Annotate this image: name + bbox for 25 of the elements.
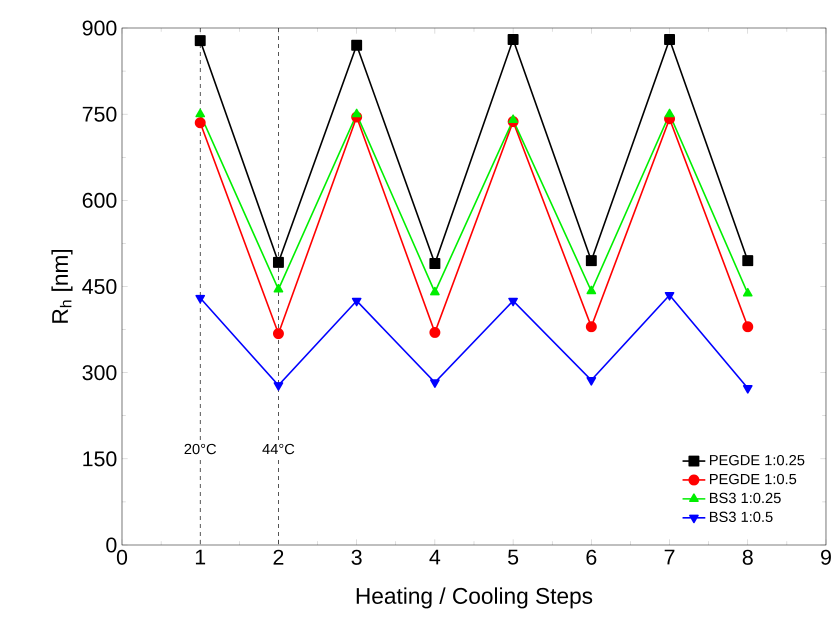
x-tick-label: 6 (586, 550, 596, 565)
x-tick-label: 2 (274, 550, 284, 565)
ref-line-label: 44°C (262, 444, 294, 454)
x-tick-label: 1 (196, 550, 206, 564)
x-axis-title: Heating / Cooling Steps (356, 587, 592, 608)
legend-label: PEGDE 1:0.5 (710, 474, 796, 484)
y-tick-label: 150 (83, 451, 116, 466)
y-tick-label: 0 (106, 537, 116, 553)
x-tick-label: 7 (664, 550, 674, 564)
x-tick-label: 5 (508, 550, 518, 565)
legend-label: BS3 1:0.5 (710, 512, 773, 522)
x-tick-label: 3 (352, 550, 362, 565)
y-tick-label: 600 (82, 192, 116, 208)
y-tick-label: 750 (82, 106, 116, 122)
y-axis-title: R$_{h}$ [nm] (51, 250, 73, 323)
legend-label: BS3 1:0.25 (710, 492, 781, 504)
y-tick-label: 300 (82, 365, 116, 380)
x-tick-label: 9 (821, 550, 831, 565)
x-tick-label: 8 (742, 550, 753, 565)
y-tick-label: 900 (82, 20, 116, 36)
legend-label: PEGDE 1:0.25 (710, 454, 804, 466)
ref-line-label: 20°C (184, 444, 216, 454)
x-tick-label: 0 (116, 550, 128, 565)
y-tick-label: 450 (82, 278, 116, 294)
x-tick-label: 4 (429, 550, 440, 564)
